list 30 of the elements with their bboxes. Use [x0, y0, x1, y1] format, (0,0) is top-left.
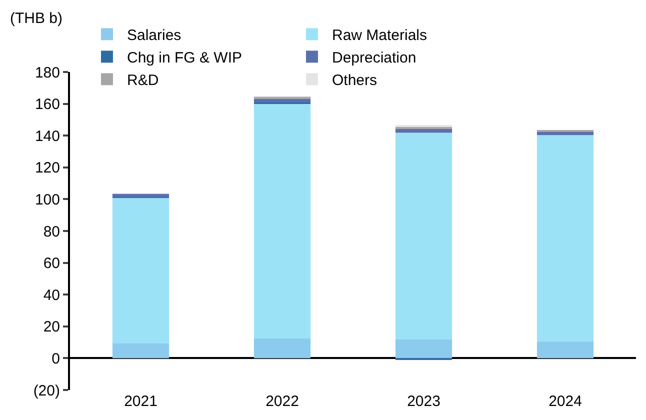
legend-label: Others: [332, 72, 377, 90]
x-tick-label: 2023: [407, 393, 440, 410]
legend-label: Salaries: [126, 27, 182, 44]
y-tick-label: 140: [34, 128, 60, 145]
y-tick-label: 20: [43, 318, 60, 336]
bar: [395, 339, 452, 358]
legend-label: Raw Materials: [332, 27, 428, 44]
y-tick-label: 0: [52, 350, 60, 368]
legend-label: R&D: [126, 72, 159, 90]
bar: [536, 341, 594, 358]
y-axis-title: (THB b): [10, 10, 63, 27]
x-tick-label: 2022: [266, 393, 299, 410]
x-tick-label: 2024: [548, 393, 582, 410]
bar: [536, 135, 594, 342]
bar: [112, 343, 170, 358]
bar: [254, 338, 311, 358]
bar: [395, 132, 452, 340]
legend-label: Depreciation: [332, 50, 416, 67]
y-tick-label: 160: [34, 96, 60, 114]
y-tick-label: 60: [43, 255, 60, 272]
bar: [112, 198, 170, 344]
y-tick-label: 180: [34, 64, 60, 82]
bar: [254, 103, 311, 338]
y-tick-label: 40: [43, 286, 60, 304]
legend-label: Chg in FG & WIP: [126, 50, 242, 67]
y-tick-label: 80: [43, 223, 60, 240]
y-tick-label: 100: [34, 191, 60, 208]
x-tick-label: 2021: [124, 393, 158, 410]
y-tick-label: 120: [34, 160, 60, 177]
y-tick-label: (20): [33, 382, 60, 400]
